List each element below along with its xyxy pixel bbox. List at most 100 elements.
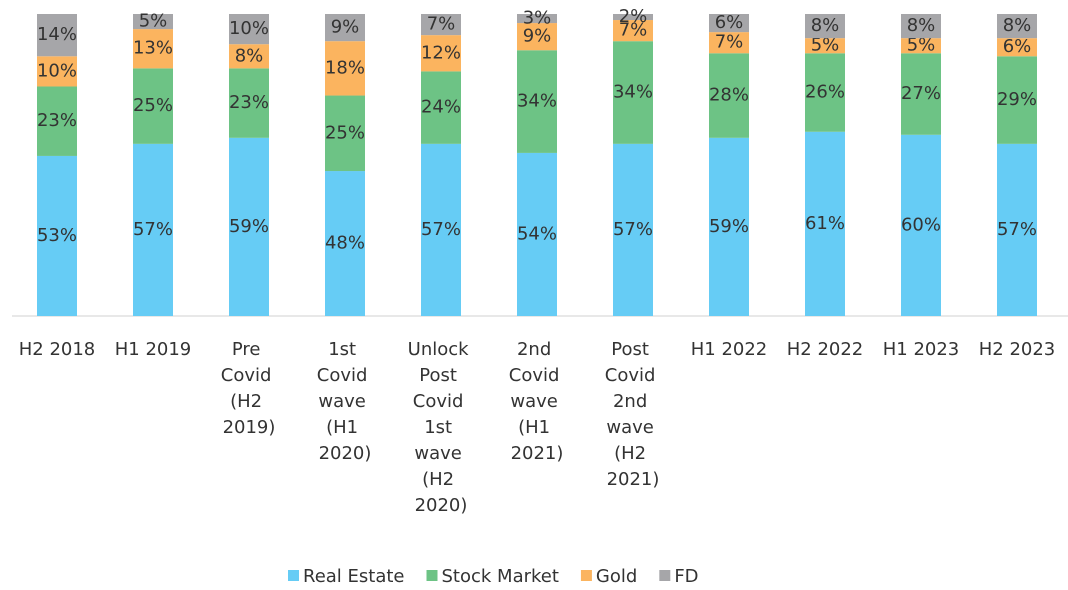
data-label: 5% <box>907 35 936 56</box>
bar-segment <box>805 53 845 132</box>
data-label: 6% <box>1003 36 1032 57</box>
data-label: 53% <box>37 225 77 246</box>
bar-segment <box>805 131 845 316</box>
bar-segment <box>229 137 269 316</box>
x-tick-label: H2 2023 <box>979 339 1056 360</box>
bar-segment <box>613 14 653 21</box>
bar-segment <box>37 14 77 57</box>
bar-segment <box>709 14 749 33</box>
bar-segment <box>133 143 173 316</box>
data-label: 7% <box>619 20 648 41</box>
bar-segment <box>901 134 941 316</box>
x-tick-label: H2 2018 <box>19 339 96 360</box>
data-label: 13% <box>133 38 173 59</box>
data-label: 57% <box>997 219 1037 240</box>
bar-segment <box>133 68 173 144</box>
bar-segment <box>37 155 77 316</box>
bar-segment <box>133 29 173 69</box>
bar-segment <box>421 71 461 144</box>
bar-segment <box>325 14 365 42</box>
data-label: 12% <box>421 42 461 63</box>
bar-segment <box>325 41 365 96</box>
bar-segment <box>709 137 749 316</box>
legend-swatch <box>580 570 592 581</box>
data-label: 10% <box>37 60 77 81</box>
bar-segment <box>37 86 77 156</box>
bar-segment <box>997 143 1037 316</box>
x-tick-label: 1st Covid wave (H1 2020) <box>317 339 373 464</box>
x-tick-label: 2nd Covid wave (H1 2021) <box>509 339 565 464</box>
bar-segment <box>709 32 749 54</box>
data-label: 27% <box>901 83 941 104</box>
bar-segment <box>421 35 461 72</box>
legend-swatch <box>426 570 438 581</box>
data-label: 24% <box>421 97 461 118</box>
data-label: 57% <box>421 219 461 240</box>
bar-segment <box>997 56 1037 144</box>
bar-segment <box>997 14 1037 39</box>
data-label: 8% <box>235 45 264 66</box>
data-label: 5% <box>811 35 840 56</box>
bar-segment <box>325 171 365 316</box>
bar-segment <box>901 53 941 135</box>
data-label: 2% <box>619 6 648 27</box>
bar-segment <box>517 23 557 51</box>
x-tick-label: H1 2022 <box>691 339 768 360</box>
bar-segment <box>517 50 557 153</box>
x-tick-label: Unlock Post Covid 1st wave (H2 2020) <box>408 339 475 516</box>
legend-label: Real Estate <box>303 566 405 587</box>
data-label: 9% <box>331 17 360 38</box>
data-label: 9% <box>523 26 552 47</box>
bar-segment <box>805 38 845 54</box>
data-label: 23% <box>229 92 269 113</box>
data-label: 18% <box>325 57 365 78</box>
data-label: 28% <box>709 85 749 106</box>
data-label: 6% <box>715 12 744 33</box>
bar-segment <box>229 14 269 45</box>
bar-segment <box>997 38 1037 57</box>
data-label: 23% <box>37 110 77 131</box>
data-label: 7% <box>427 14 456 35</box>
data-label: 26% <box>805 82 845 103</box>
data-label: 61% <box>805 213 845 234</box>
bar-segment <box>325 95 365 172</box>
data-label: 8% <box>1003 15 1032 36</box>
bar-segment <box>133 14 173 30</box>
data-label: 48% <box>325 233 365 254</box>
legend-label: FD <box>674 566 698 587</box>
legend-label: Gold <box>596 566 637 587</box>
bar-segment <box>805 14 845 39</box>
data-label: 3% <box>523 8 552 29</box>
bar-segment <box>613 41 653 144</box>
legend-swatch <box>288 570 299 581</box>
data-label: 34% <box>613 82 653 103</box>
data-label: 14% <box>37 24 77 45</box>
x-tick-label: Pre Covid (H2 2019) <box>221 339 277 438</box>
data-label: 57% <box>133 219 173 240</box>
data-label: 29% <box>997 89 1037 110</box>
data-label: 8% <box>811 15 840 36</box>
data-label: 57% <box>613 219 653 240</box>
data-label: 10% <box>229 18 269 39</box>
bar-segment <box>517 152 557 316</box>
bar-segment <box>613 143 653 316</box>
data-label: 54% <box>517 223 557 244</box>
legend-label: Stock Market <box>442 566 559 587</box>
bar-segment <box>229 68 269 138</box>
bar-segment <box>901 38 941 54</box>
x-tick-label: H1 2019 <box>115 339 192 360</box>
data-label: 7% <box>715 32 744 53</box>
data-label: 8% <box>907 15 936 36</box>
bar-segment <box>517 14 557 24</box>
bar-segment <box>229 44 269 69</box>
data-label: 5% <box>139 11 168 32</box>
bar-segment <box>613 20 653 42</box>
data-label: 60% <box>901 214 941 235</box>
x-tick-label: H2 2022 <box>787 339 864 360</box>
bar-segment <box>709 53 749 138</box>
data-label: 25% <box>325 122 365 143</box>
bar-segment <box>37 56 77 87</box>
bar-segment <box>901 14 941 39</box>
data-label: 34% <box>517 91 557 112</box>
